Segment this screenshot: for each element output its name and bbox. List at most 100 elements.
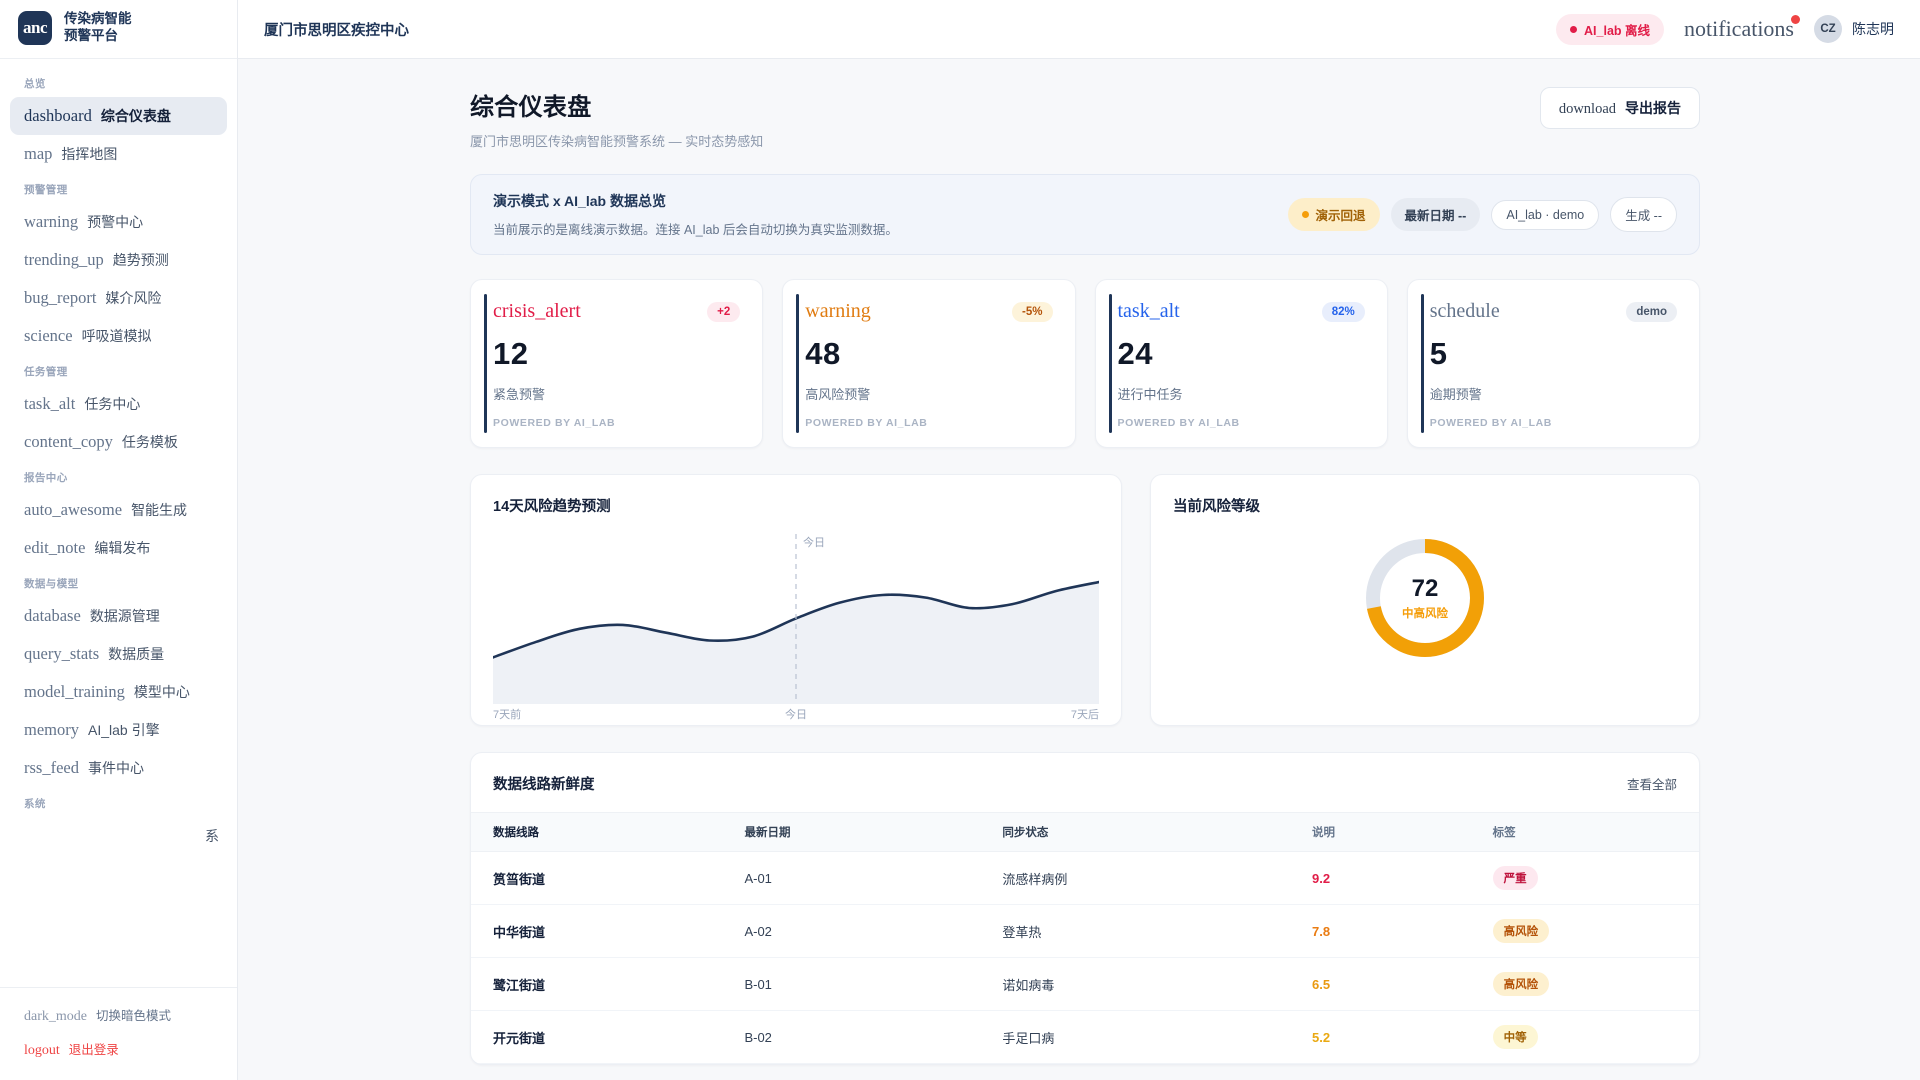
task_alt-icon: task_alt [24, 394, 76, 413]
status-badge: 严重 [1492, 866, 1538, 890]
cell-tag: 中等 [1492, 1010, 1699, 1064]
kpi-value: 5 [1429, 336, 1448, 371]
trending_up-icon: trending_up [24, 250, 104, 269]
kpi-value: 48 [805, 336, 841, 371]
page-heading-block: 综合仪表盘 厦门市思明区传染病智能预警系统 — 实时态势感知 [470, 87, 763, 150]
export-report-label: 导出报告 [1625, 100, 1681, 116]
avatar: CZ [1814, 15, 1842, 43]
cell-route: 中华街道 [471, 904, 745, 958]
sidebar-item-edit_note[interactable]: edit_note 编辑发布 [10, 529, 227, 567]
sidebar-footer-logout[interactable]: logout 退出登录 [0, 1032, 237, 1066]
kpi-badge: +2 [707, 301, 741, 322]
sidebar-item-系[interactable]: 系 [10, 817, 227, 855]
auto_awesome-icon: auto_awesome [24, 500, 123, 519]
sidebar-item-label: 数据源管理 [89, 608, 160, 624]
cell-score: 9.2 [1312, 851, 1493, 905]
chip-dot-icon [1301, 211, 1309, 218]
sidebar-item-map[interactable]: map 指挥地图 [10, 135, 227, 173]
sidebar-footer-dark_mode[interactable]: dark_mode 切换暗色模式 [0, 998, 237, 1032]
sidebar-item-auto_awesome[interactable]: auto_awesome 智能生成 [10, 491, 227, 529]
sidebar-item-warning[interactable]: warning 预警中心 [10, 203, 227, 241]
banner-chip[interactable]: 最新日期 -- [1390, 198, 1481, 231]
demo-banner-title: 演示模式 x AI_lab 数据总览 [493, 193, 666, 209]
banner-chip[interactable]: AI_lab · demo [1491, 199, 1600, 230]
sidebar-item-label: 预警中心 [87, 214, 144, 230]
rss_feed-icon: rss_feed [24, 758, 79, 777]
notifications-icon[interactable]: notifications [1684, 15, 1800, 41]
sidebar-item-model_training[interactable]: model_training 模型中心 [10, 673, 227, 711]
cell-date: A-01 [744, 851, 1003, 905]
sidebar-item-task_alt[interactable]: task_alt 任务中心 [10, 385, 227, 423]
cell-status: 流感样病例 [1002, 851, 1312, 905]
sidebar-footer: dark_mode 切换暗色模式 logout 退出登录 [0, 987, 237, 1080]
kpi-card-task_alt[interactable]: task_alt 82% 24 进行中任务 POWERED BY AI_LAB [1094, 279, 1388, 448]
banner-chip[interactable]: 演示回退 [1287, 198, 1380, 231]
sidebar-item-science[interactable]: science 呼吸道模拟 [10, 317, 227, 355]
sidebar-item-label: 模型中心 [133, 684, 190, 700]
sidebar-item-trending_up[interactable]: trending_up 趋势预测 [10, 241, 227, 279]
kpi-card-crisis_alert[interactable]: crisis_alert +2 12 紧急预警 POWERED BY AI_LAB [470, 279, 764, 448]
table-row[interactable]: 筼筜街道 A-01 流感样病例 9.2 严重 [471, 851, 1699, 905]
sidebar-footer-label: 切换暗色模式 [95, 1009, 171, 1023]
kpi-top: crisis_alert +2 [493, 300, 741, 323]
view-all-link[interactable]: 查看全部 [1626, 778, 1677, 792]
table-body: 筼筜街道 A-01 流感样病例 9.2 严重 中华街道 A-02 登革热 7.8 高风险 鹭江街道 B… [471, 851, 1699, 1064]
risk-score: 72 [1411, 575, 1439, 602]
risk-gauge-wrap: 72 中高风险 [1173, 534, 1677, 662]
banner-chip-label: 演示回退 [1315, 209, 1366, 223]
topbar-actions: AI_lab 离线 notifications CZ 陈志明 [1556, 13, 1894, 45]
demo-banner-chips: 演示回退 最新日期 -- AI_lab · demo 生成 -- [1287, 197, 1677, 232]
kpi-badge: 82% [1321, 301, 1365, 322]
notifications-label: notifications [1684, 16, 1794, 41]
kpi-footnote: POWERED BY AI_LAB [493, 417, 616, 429]
main-area: 厦门市思明区疾控中心 AI_lab 离线 notifications CZ 陈志… [238, 0, 1920, 1080]
table-row[interactable]: 中华街道 A-02 登革热 7.8 高风险 [471, 904, 1699, 958]
sidebar-section-label: 数据与模型 [24, 578, 79, 590]
sidebar-section-label: 预警管理 [24, 184, 68, 196]
sidebar-item-content_copy[interactable]: content_copy 任务模板 [10, 423, 227, 461]
user-menu[interactable]: CZ 陈志明 [1814, 15, 1894, 43]
sidebar-item-dashboard[interactable]: dashboard 综合仪表盘 [10, 97, 227, 135]
cell-date: A-02 [744, 904, 1003, 958]
user-name: 陈志明 [1852, 21, 1894, 37]
sidebar-item-bug_report[interactable]: bug_report 媒介风险 [10, 279, 227, 317]
page-header: 综合仪表盘 厦门市思明区传染病智能预警系统 — 实时态势感知 download … [470, 87, 1700, 150]
risk-trend-chart: 今日 [491, 524, 1101, 704]
dashboard-icon: dashboard [24, 106, 92, 125]
cell-tag: 高风险 [1492, 957, 1699, 1011]
sidebar-item-memory[interactable]: memory AI_lab 引擎 [10, 711, 227, 749]
kpi-label: 紧急预警 [493, 387, 546, 402]
banner-chip[interactable]: 生成 -- [1610, 197, 1677, 232]
table-header: 数据线路 最新日期 同步状态 说明 标签 [471, 812, 1699, 852]
model_training-icon: model_training [24, 682, 125, 701]
sidebar-item-rss_feed[interactable]: rss_feed 事件中心 [10, 749, 227, 787]
kpi-value: 24 [1117, 336, 1153, 371]
sidebar-section-label: 总览 [24, 78, 46, 90]
risk-gauge-svg [1366, 539, 1484, 657]
sidebar-item-query_stats[interactable]: query_stats 数据质量 [10, 635, 227, 673]
export-report-button[interactable]: download 导出报告 [1539, 87, 1700, 129]
risk-trend-card: 14天风险趋势预测 今日 7天前 今日 7天后 [470, 474, 1122, 726]
ai-lab-status-badge[interactable]: AI_lab 离线 [1556, 13, 1665, 45]
sidebar: anc 传染病智能 预警平台 总览 dashboard 综合仪表盘 map 指挥地图 预警… [0, 0, 238, 1080]
kpi-badge: -5% [1012, 301, 1053, 322]
table-column-header: 标签 [1492, 812, 1699, 852]
sidebar-item-database[interactable]: database 数据源管理 [10, 597, 227, 635]
memory-icon: memory [24, 720, 79, 739]
sidebar-item-label: 指挥地图 [61, 146, 118, 162]
kpi-card-warning[interactable]: warning -5% 48 高风险预警 POWERED BY AI_LAB [782, 279, 1076, 448]
kpi-label: 逾期预警 [1429, 387, 1482, 402]
status-dot-icon [1570, 25, 1578, 33]
cell-date: B-02 [744, 1010, 1003, 1064]
sidebar-item-label: AI_lab 引擎 [88, 722, 160, 738]
table-row[interactable]: 开元街道 B-02 手足口病 5.2 中等 [471, 1010, 1699, 1064]
kpi-card-schedule[interactable]: schedule demo 5 逾期预警 POWERED BY AI_LAB [1406, 279, 1700, 448]
sidebar-item-label: 数据质量 [108, 646, 165, 662]
warning-icon: warning [24, 212, 79, 231]
table-row[interactable]: 鹭江街道 B-01 诺如病毒 6.5 高风险 [471, 957, 1699, 1011]
sidebar-item-label: 任务中心 [84, 396, 141, 412]
cell-status: 手足口病 [1002, 1010, 1312, 1064]
warning-icon: warning [805, 300, 871, 322]
kpi-value: 12 [493, 336, 529, 371]
